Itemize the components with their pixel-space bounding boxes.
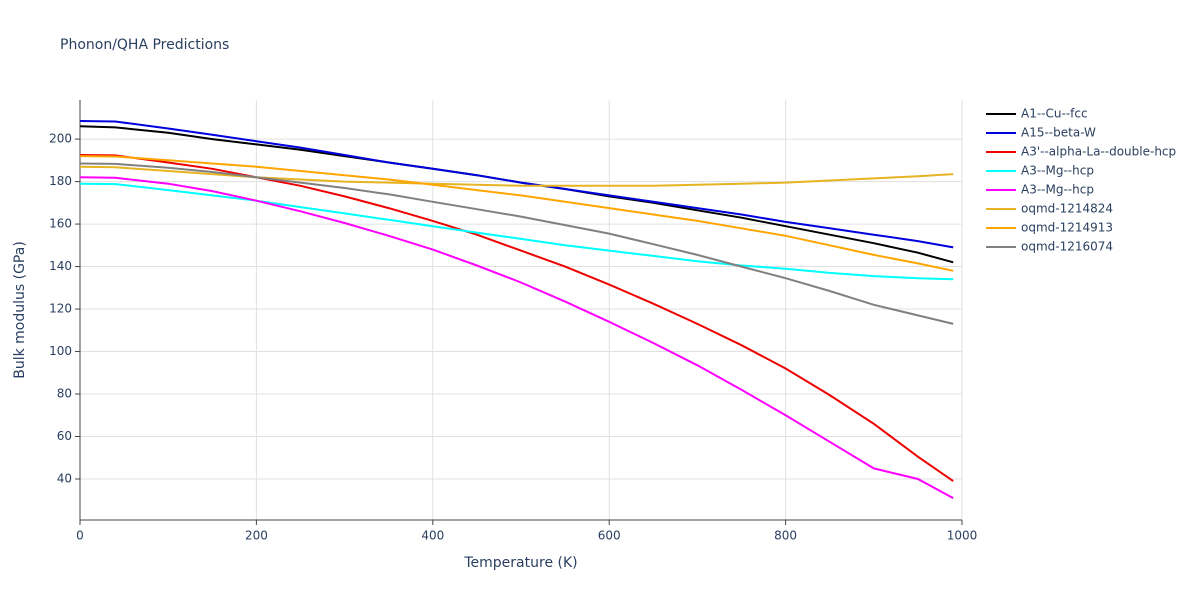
- y-tick-label: 200: [49, 132, 72, 146]
- y-tick-label: 80: [57, 387, 72, 401]
- legend-label: oqmd-1214913: [1021, 221, 1113, 235]
- series-line: [79, 155, 954, 272]
- x-tick-label: 400: [421, 529, 444, 543]
- legend-label: A15--beta-W: [1021, 126, 1096, 140]
- series-line: [79, 182, 954, 281]
- y-tick-label: 120: [49, 302, 72, 316]
- series-line: [79, 165, 954, 187]
- legend-label: A1--Cu--fcc: [1021, 107, 1088, 121]
- legend-label: A3--Mg--hcp: [1021, 164, 1094, 178]
- series-line: [79, 154, 954, 482]
- x-tick-label: 600: [598, 529, 621, 543]
- legend-label: A3'--alpha-La--double-hcp: [1021, 145, 1176, 159]
- legend-label: oqmd-1214824: [1021, 202, 1113, 216]
- y-axis-label: Bulk modulus (GPa): [12, 241, 28, 379]
- series-line: [79, 176, 954, 499]
- x-tick-label: 200: [245, 529, 268, 543]
- x-tick-label: 1000: [947, 529, 978, 543]
- legend-label: A3--Mg--hcp: [1021, 183, 1094, 197]
- series-line: [79, 120, 954, 249]
- x-axis-label: Temperature (K): [463, 555, 577, 571]
- x-tick-label: 0: [76, 529, 84, 543]
- series-line: [79, 162, 954, 325]
- y-tick-label: 100: [49, 344, 72, 358]
- chart-title: Phonon/QHA Predictions: [60, 37, 229, 53]
- x-tick-label: 800: [774, 529, 797, 543]
- legend-label: oqmd-1216074: [1021, 240, 1113, 254]
- y-tick-label: 40: [57, 471, 72, 485]
- y-tick-label: 160: [49, 217, 72, 231]
- y-tick-label: 60: [57, 429, 72, 443]
- y-tick-label: 180: [49, 174, 72, 188]
- y-tick-label: 140: [49, 259, 72, 273]
